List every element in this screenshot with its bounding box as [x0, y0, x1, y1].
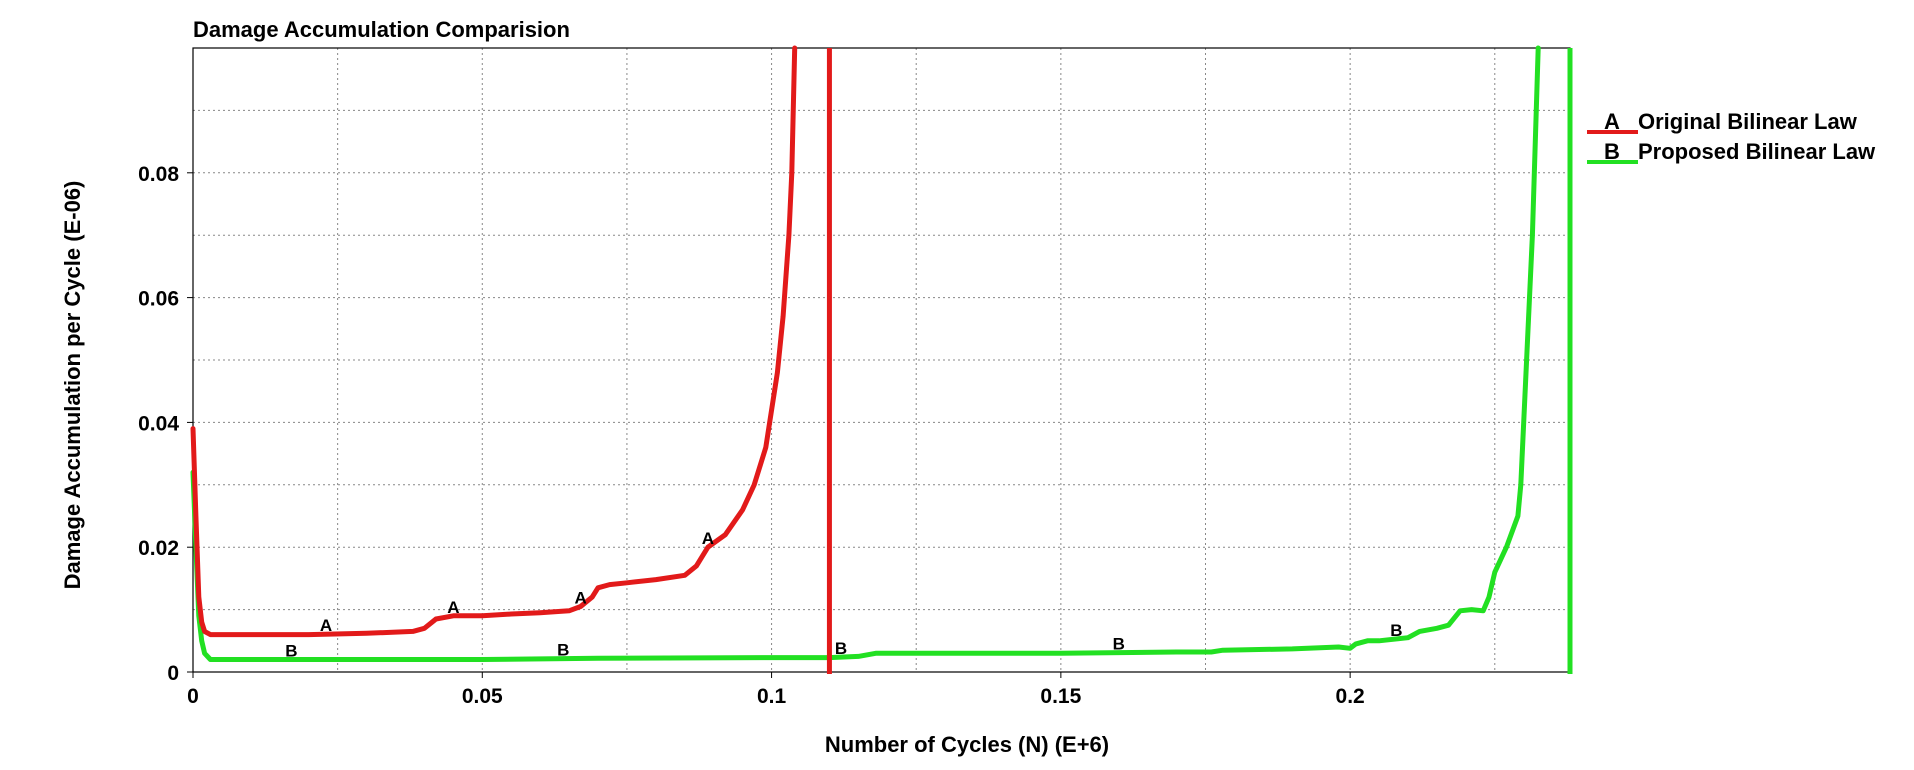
legend-label-a: Original Bilinear Law — [1638, 109, 1858, 134]
series-marker-a: A — [447, 598, 459, 617]
x-tick-label: 0.15 — [1040, 685, 1081, 708]
x-tick-label: 0.2 — [1336, 685, 1365, 708]
y-axis-label: Damage Accumulation per Cycle (E-06) — [60, 181, 85, 590]
series-marker-b: B — [1113, 635, 1125, 654]
chart-title: Damage Accumulation Comparision — [193, 17, 570, 42]
legend-label-b: Proposed Bilinear Law — [1638, 139, 1876, 164]
x-tick-label: 0.1 — [757, 685, 787, 708]
series-marker-b: B — [1390, 621, 1402, 640]
y-tick-label: 0.08 — [138, 163, 179, 186]
y-tick-label: 0 — [167, 662, 179, 685]
legend-marker-a: A — [1604, 109, 1620, 134]
series-layer — [190, 45, 1573, 674]
series-marker-b: B — [557, 641, 569, 660]
y-tick-label: 0.04 — [138, 412, 179, 435]
x-axis: 0 0.05 0.1 0.15 0.2 — [187, 672, 1365, 708]
legend-marker-b: B — [1604, 139, 1620, 164]
series-markers: B B B B B A A A A — [285, 529, 1402, 660]
series-marker-a: A — [320, 616, 332, 635]
series-marker-a: A — [575, 588, 587, 607]
series-line-b — [190, 45, 1541, 662]
x-axis-label: Number of Cycles (N) (E+6) — [825, 732, 1109, 757]
y-tick-label: 0.06 — [138, 288, 179, 311]
x-tick-label: 0 — [187, 685, 199, 708]
series-marker-b: B — [835, 639, 847, 658]
y-axis: 0 0.02 0.04 0.06 0.08 — [138, 163, 193, 685]
legend: A Original Bilinear Law B Proposed Bilinear… — [1587, 109, 1876, 164]
series-marker-a: A — [702, 529, 714, 548]
x-tick-label: 0.05 — [462, 685, 503, 708]
y-tick-label: 0.02 — [138, 537, 179, 560]
series-marker-b: B — [285, 642, 297, 661]
grid — [193, 48, 1570, 672]
series-line-a — [190, 45, 798, 638]
